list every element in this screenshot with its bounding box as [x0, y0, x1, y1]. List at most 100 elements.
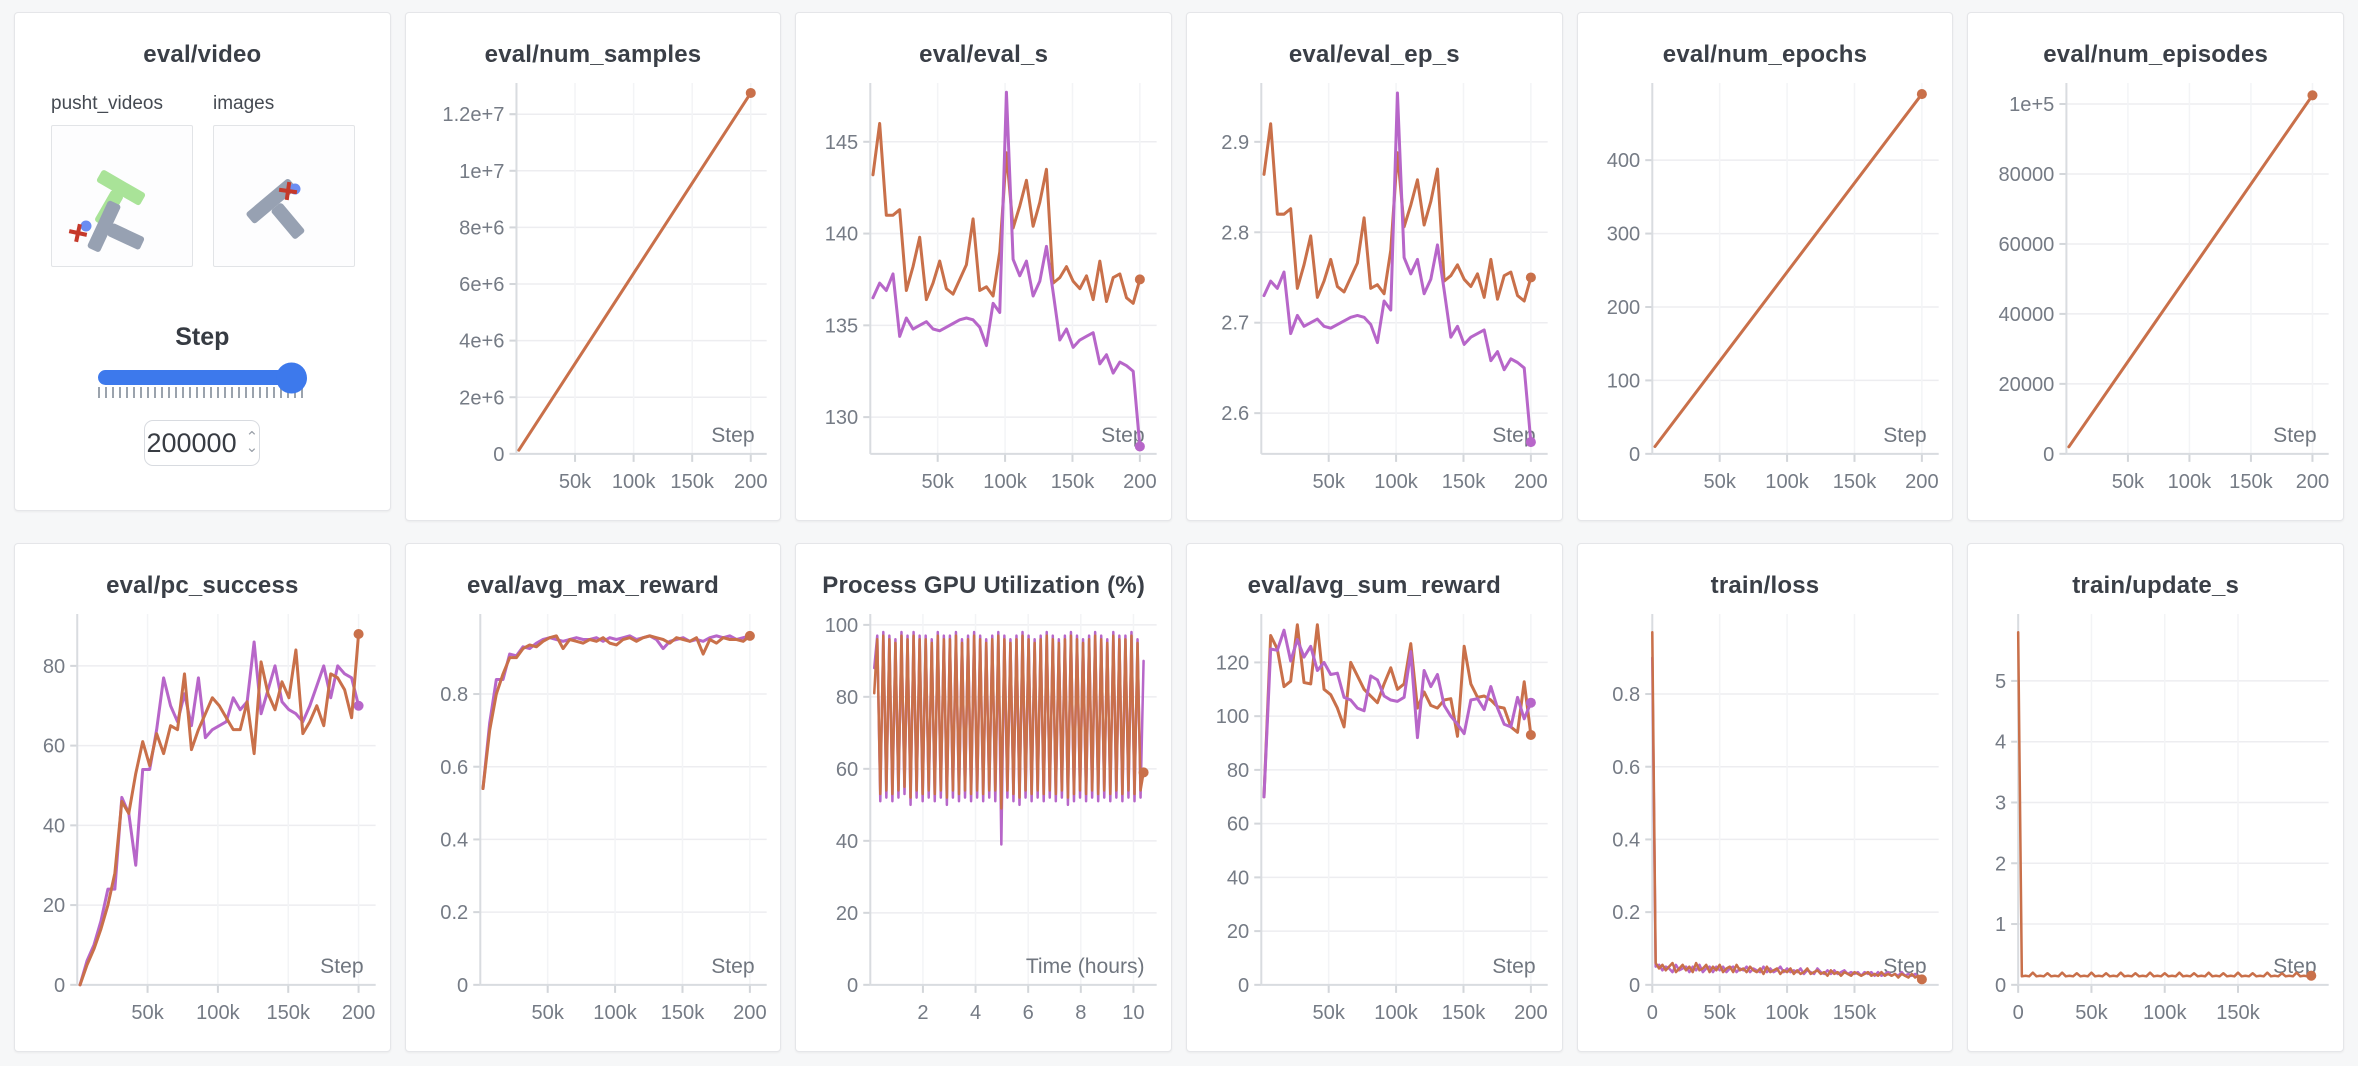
svg-text:80: 80 [1227, 760, 1249, 782]
svg-text:150k: 150k [1832, 1002, 1876, 1024]
svg-text:Step: Step [711, 424, 754, 447]
chart-panel-train-loss[interactable]: train/loss 0 0.2 0.4 0.6 0.8 0 50k 100k 150k Step [1576, 543, 1954, 1052]
chart-panel-eval-eval-s[interactable]: eval/eval_s 130 135 140 145 50k 100k 150k 200 St… [795, 12, 1172, 521]
svg-text:0.4: 0.4 [1612, 829, 1640, 851]
svg-text:Step: Step [1492, 955, 1535, 978]
svg-text:2.6: 2.6 [1221, 403, 1249, 425]
svg-text:200: 200 [1606, 297, 1640, 319]
svg-text:4e+6: 4e+6 [459, 331, 504, 353]
svg-text:6e+6: 6e+6 [459, 274, 504, 296]
svg-text:50k: 50k [1703, 471, 1736, 493]
svg-text:100k: 100k [1765, 471, 1809, 493]
slider-thumb[interactable] [276, 362, 308, 393]
svg-text:0.4: 0.4 [440, 829, 468, 851]
svg-text:50k: 50k [1703, 1002, 1736, 1024]
svg-text:Step: Step [711, 955, 754, 978]
svg-text:2.9: 2.9 [1221, 132, 1249, 154]
svg-text:200: 200 [342, 1002, 376, 1024]
svg-text:150k: 150k [2217, 1002, 2261, 1024]
svg-text:0.8: 0.8 [1612, 684, 1640, 706]
images-thumbnail[interactable] [213, 125, 355, 267]
slider-track[interactable] [98, 362, 308, 393]
step-slider[interactable] [98, 362, 308, 398]
svg-text:150k: 150k [1442, 1002, 1486, 1024]
decrement-icon[interactable]: ⌄ [245, 439, 259, 456]
svg-text:Time (hours): Time (hours) [1026, 955, 1145, 978]
svg-text:50k: 50k [531, 1002, 564, 1024]
svg-text:50k: 50k [922, 471, 955, 493]
svg-text:0.2: 0.2 [440, 902, 468, 924]
media-images[interactable]: images [213, 93, 355, 267]
chart-panel-eval-eval-ep-s[interactable]: eval/eval_ep_s 2.6 2.7 2.8 2.9 50k 100k 150k 20… [1185, 12, 1563, 521]
svg-text:130: 130 [825, 407, 859, 429]
goal-cross [278, 181, 298, 201]
chart-panel-eval-num-epochs[interactable]: eval/num_epochs 0 100 200 300 400 50k 100k 150k… [1576, 12, 1954, 521]
svg-text:0: 0 [1629, 975, 1640, 997]
chart-title: eval/num_samples [484, 41, 702, 68]
chart-panel-eval-pc-success[interactable]: eval/pc_success 0 20 40 60 80 50k 100k 150k 200 S… [14, 543, 391, 1052]
media-label: images [213, 93, 275, 114]
svg-text:4: 4 [1995, 732, 2006, 754]
svg-text:0.8: 0.8 [440, 684, 468, 706]
svg-text:0: 0 [1995, 975, 2006, 997]
step-number-input[interactable]: 200000 ⌃ ⌄ [144, 420, 261, 466]
line-chart: 0 20000 40000 60000 80000 1e+5 50k 100k 150k 200 S… [1982, 71, 2330, 498]
chart-panel-eval-avg-sum-reward[interactable]: eval/avg_sum_reward 0 20 40 60 80 100 120 50k 10… [1185, 543, 1563, 1052]
pusht-video-thumbnail[interactable] [51, 125, 193, 267]
svg-text:140: 140 [825, 224, 859, 246]
svg-text:60: 60 [1227, 814, 1249, 836]
panel-eval-video[interactable]: eval/video pusht_videos [14, 12, 391, 511]
svg-text:50k: 50k [559, 471, 592, 493]
svg-text:2: 2 [918, 1002, 929, 1024]
svg-text:50k: 50k [1312, 471, 1345, 493]
svg-text:6: 6 [1023, 1002, 1034, 1024]
svg-text:Step: Step [1883, 955, 1926, 978]
svg-text:1.2e+7: 1.2e+7 [442, 104, 504, 126]
chart-title: eval/pc_success [106, 572, 299, 599]
chart-panel-eval-num-samples[interactable]: eval/num_samples 0 2e+6 4e+6 6e+6 8e+6 1e+7 1.… [404, 12, 782, 521]
chart-panel-eval-num-episodes[interactable]: eval/num_episodes 0 20000 40000 60000 80000 1… [1967, 12, 2344, 521]
svg-text:1: 1 [1995, 914, 2006, 936]
svg-text:150k: 150k [1832, 471, 1876, 493]
svg-text:200: 200 [1905, 471, 1939, 493]
svg-text:100k: 100k [984, 471, 1028, 493]
svg-text:Step: Step [320, 955, 363, 978]
svg-text:60: 60 [43, 736, 65, 758]
svg-text:100k: 100k [1374, 471, 1418, 493]
chart-title: eval/eval_s [919, 41, 1049, 68]
pusht-scene-render [68, 170, 146, 252]
svg-text:2e+6: 2e+6 [459, 387, 504, 409]
chart-title: eval/avg_max_reward [467, 572, 719, 599]
svg-text:0: 0 [2044, 444, 2055, 466]
svg-text:200: 200 [733, 1002, 766, 1024]
svg-text:2: 2 [1995, 853, 2006, 875]
step-slider-label: Step [175, 323, 230, 351]
svg-text:40: 40 [43, 815, 65, 837]
svg-text:20: 20 [836, 903, 858, 925]
svg-text:0: 0 [2013, 1002, 2024, 1024]
line-chart: 0 0.2 0.4 0.6 0.8 50k 100k 150k 200 Step [420, 602, 767, 1029]
svg-text:0: 0 [1646, 1002, 1657, 1024]
chart-panel-eval-avg-max-reward[interactable]: eval/avg_max_reward 0 0.2 0.4 0.6 0.8 50k 100k… [404, 543, 782, 1052]
media-pusht-videos[interactable]: pusht_videos [51, 93, 193, 267]
chart-title: eval/num_episodes [2043, 41, 2269, 68]
svg-text:100: 100 [1606, 370, 1640, 392]
svg-text:100: 100 [1216, 706, 1250, 728]
increment-icon[interactable]: ⌃ [245, 429, 259, 446]
images-scene-render [246, 178, 305, 239]
svg-text:0: 0 [847, 975, 858, 997]
chart-panel-train-update-s[interactable]: train/update_s 0 1 2 3 4 5 0 50k 100k 150k Step [1967, 543, 2344, 1052]
line-chart: 0 2e+6 4e+6 6e+6 8e+6 1e+7 1.2e+7 50k 100k 150k 20… [420, 71, 767, 498]
svg-text:0.6: 0.6 [440, 757, 468, 779]
svg-text:0: 0 [457, 975, 468, 997]
svg-text:200: 200 [734, 471, 768, 493]
svg-text:60000: 60000 [1999, 234, 2055, 256]
line-chart: 130 135 140 145 50k 100k 150k 200 Step [810, 71, 1157, 498]
chart-panel-gpu-utilization[interactable]: Process GPU Utilization (%) 0 20 40 60 80 100… [795, 543, 1172, 1052]
chart-title: train/loss [1710, 572, 1820, 599]
stepper-arrows[interactable]: ⌃ ⌄ [245, 429, 259, 456]
panel-title: eval/video [143, 41, 262, 68]
svg-text:1e+7: 1e+7 [459, 161, 504, 183]
step-slider-block: Step 200000 ⌃ ⌄ [33, 323, 372, 466]
